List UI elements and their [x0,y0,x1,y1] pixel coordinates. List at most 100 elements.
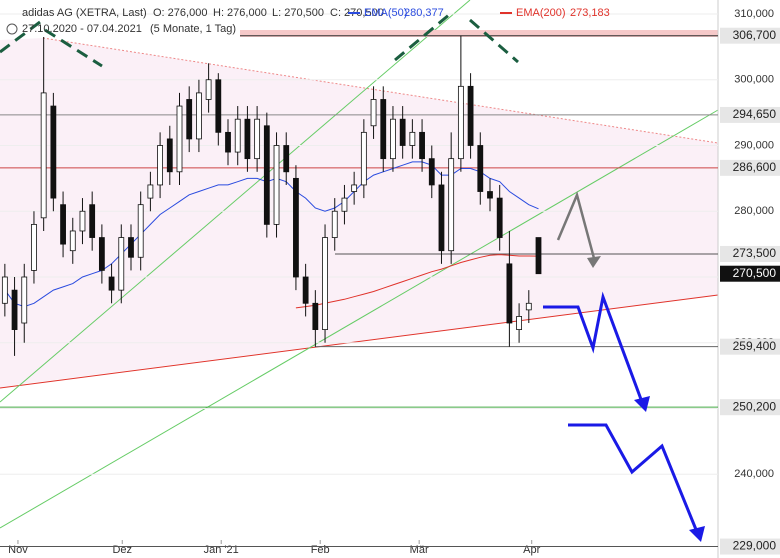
x-tick-label: Feb [311,544,330,556]
candle-body [380,99,387,160]
candle-body [108,276,115,291]
level-label: 306,700 [733,28,777,42]
candle-body [535,237,542,275]
pattern-mark [469,18,519,64]
level-label: 273,500 [733,246,777,260]
candle-body [147,184,154,199]
forecast-arrow [568,423,699,533]
candle-body [525,302,532,311]
y-tick-label: 240,000 [734,468,774,480]
candle-body [254,118,261,160]
y-tick-label: 300,000 [734,74,774,86]
level-label: 250,200 [733,399,777,413]
forecast-arrow [556,191,597,263]
level-box [720,265,780,282]
legend-value: 280,377 [404,7,444,19]
candle-body [283,145,290,173]
upper-trendline [42,37,719,144]
candle-body [186,99,193,140]
x-tick-label: Apr [523,544,540,556]
forecast-arrow [543,291,644,403]
header-range: 27.10.2020 - 07.04.2021 [22,23,142,35]
candle-body [157,145,163,186]
candle-body [322,237,328,330]
candle-body [341,197,348,212]
candle-body [263,125,270,225]
candle-body [399,118,406,146]
ema-line [295,254,539,309]
level-label: 286,600 [733,160,777,174]
level-label: 259,400 [733,339,777,353]
candle-body [428,158,435,186]
levels: 306,700 294,650 286,600 273,500 270,500 259,4… [0,27,780,555]
level-box [720,106,780,123]
candle-body [506,263,513,324]
candle-body [351,184,358,192]
pattern-mark [0,20,41,54]
arrowhead [587,256,601,268]
header-high: H: 276,000 [213,7,267,19]
candle-body [166,138,173,173]
header-open: O: 276,000 [153,7,207,19]
candle-body [60,204,66,245]
candle-body [312,302,319,330]
candle-body [448,158,455,252]
header-period: (5 Monate, 1 Tag) [150,23,236,35]
y-tick-label: 290,000 [734,139,774,151]
resistance-band [240,30,718,37]
candle-body [477,145,484,192]
candle-body [50,105,57,199]
candle-body [360,131,367,186]
pattern-mark [44,28,103,68]
candle-body [11,289,18,330]
level-box [720,27,780,44]
candle-body [176,105,183,173]
x-tick-label: Dez [112,544,132,556]
arrowhead [634,396,650,412]
candle-body [438,184,445,252]
candle-body [370,99,377,127]
candle-body [1,276,8,304]
candle-body [40,92,47,219]
legend-name: EMA(50) [364,7,407,19]
plot [1,35,542,356]
candle-body [331,210,338,238]
candle-body [31,223,37,271]
header-low: L: 270,500 [272,7,324,19]
candle-body [496,197,503,238]
y-tick-label: 280,000 [734,205,774,217]
level-box [720,159,780,176]
lower-trendline [0,294,719,389]
legend-value: 273,183 [570,7,610,19]
legend-name: EMA(200) [516,7,566,19]
level-box [720,338,780,355]
level-label: 229,000 [733,539,777,553]
x-tick-label: Mär [410,544,429,556]
candle-body [215,79,222,133]
candle-body [467,85,474,146]
candle-body [293,177,299,278]
candle-body [516,316,522,330]
channel-line [0,0,471,403]
annotations [0,12,705,542]
level-label: 294,650 [733,107,777,121]
legend: EMA(50)280,377 EMA(200) 273,183 [348,7,610,19]
candle-body [419,131,425,160]
candle-body [487,191,493,199]
candle-body [225,131,231,153]
y-tick-label: 310,000 [734,8,774,20]
level-box [720,538,780,555]
header-title: adidas AG (XETRA, Last) [22,7,147,19]
x-tick-label: Nov [8,544,28,556]
candle-body [457,85,464,160]
candle-body [21,276,28,324]
channel-line [0,109,719,529]
header: adidas AG (XETRA, Last) O: 276,000 H: 27… [6,7,384,35]
candle-body [118,237,125,291]
level-label: 270,500 [733,266,777,280]
candle-body [137,204,144,258]
candle-body [244,118,251,160]
candle-body [234,118,241,153]
candle-body [128,237,134,258]
level-box [720,399,780,416]
